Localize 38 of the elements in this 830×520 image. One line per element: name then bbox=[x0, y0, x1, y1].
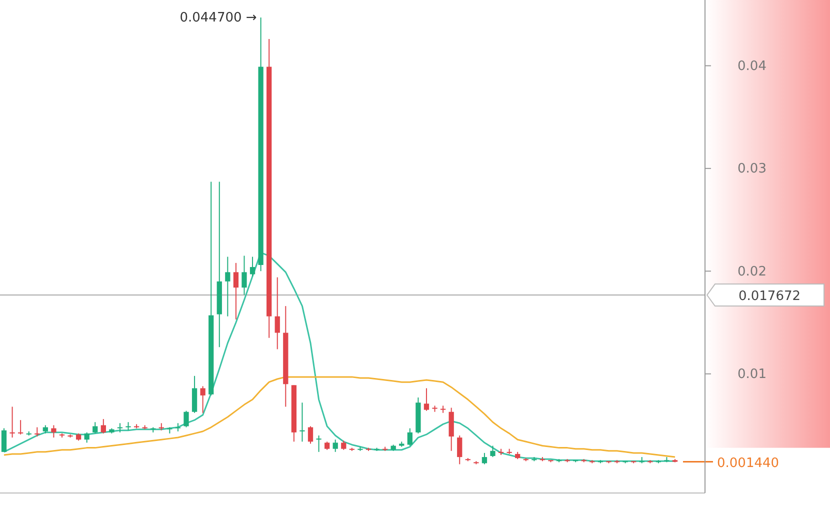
candlestick bbox=[424, 388, 430, 412]
candlestick bbox=[200, 386, 206, 414]
candlestick bbox=[300, 402, 305, 442]
candlestick bbox=[184, 410, 189, 428]
candlestick bbox=[51, 424, 56, 438]
candlestick bbox=[482, 452, 488, 465]
line-series bbox=[3, 376, 676, 458]
candlestick bbox=[440, 405, 446, 414]
candlestick bbox=[158, 422, 164, 431]
ref-line-label: 0.001440 bbox=[717, 456, 780, 471]
candlestick bbox=[117, 422, 123, 433]
candlestick bbox=[92, 422, 98, 434]
y-tick-label: 0.02 bbox=[738, 264, 766, 280]
candlestick bbox=[274, 276, 280, 350]
ref-line-label: 0.017672 bbox=[738, 289, 801, 304]
candlestick bbox=[1, 428, 7, 452]
candlestick bbox=[242, 255, 247, 296]
candlestick bbox=[100, 418, 106, 434]
candlestick bbox=[250, 256, 256, 277]
candlestick bbox=[233, 262, 239, 320]
candlestick bbox=[316, 434, 322, 452]
candlestick bbox=[332, 439, 338, 452]
candlestick bbox=[18, 420, 24, 435]
candlestick bbox=[34, 426, 40, 438]
y-tick-label: 0.04 bbox=[738, 58, 766, 74]
candlestick bbox=[10, 406, 15, 438]
candlestick bbox=[192, 375, 198, 414]
candlestick bbox=[175, 422, 181, 432]
candlestick bbox=[490, 445, 496, 458]
candlestick bbox=[407, 428, 412, 446]
y-tick-label: 0.03 bbox=[738, 162, 766, 177]
candlestick bbox=[341, 440, 346, 450]
candlestick bbox=[457, 434, 462, 465]
candlestick bbox=[84, 432, 90, 444]
annotation: 0.044700 → bbox=[180, 10, 257, 26]
y-tick-label: 0.01 bbox=[738, 367, 766, 382]
candlestick bbox=[308, 426, 314, 444]
candlestick bbox=[225, 256, 230, 317]
